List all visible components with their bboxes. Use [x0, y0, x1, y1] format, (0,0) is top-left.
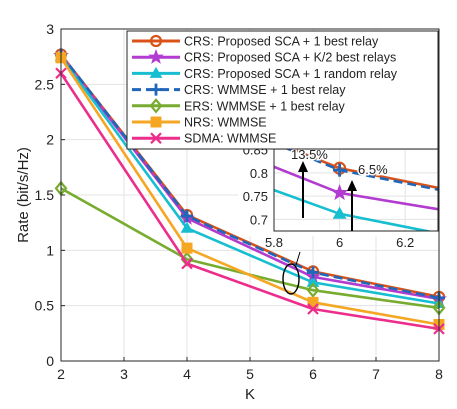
legend-marker	[150, 116, 162, 128]
main-tick-labels: 2 3 4 5 6 7 8 0 0.5 1 1.5 2 2.5 3	[35, 21, 444, 382]
legend-entry-4: ERS: WMMSE + 1 best relay	[132, 98, 346, 114]
legend-label: CRS: Proposed SCA + K/2 best relays	[184, 51, 396, 65]
zoom-connector	[295, 251, 301, 266]
legend-entry-3: CRS: WMMSE + 1 best relay	[132, 83, 346, 97]
x-tick-label: 2	[57, 366, 65, 382]
series-5-point	[307, 296, 319, 308]
legend-label: ERS: WMMSE + 1 best relay	[184, 99, 346, 113]
series-3-point	[181, 210, 193, 223]
series-2-line	[59, 55, 440, 305]
inset-background	[238, 140, 438, 236]
y-tick-label: 2	[46, 132, 54, 148]
legend-marker	[149, 98, 163, 114]
legend-label: CRS: Proposed SCA + 1 random relay	[184, 67, 398, 81]
y-tick-label: 2.5	[35, 76, 55, 92]
legend-label: NRS: WMMSE	[184, 116, 267, 130]
series-2-point	[306, 275, 320, 287]
series-2-point	[180, 221, 194, 233]
inset-x-tick-label: 5.8	[265, 235, 283, 250]
x-tick-label: 6	[309, 366, 317, 382]
inset-series-3-group	[275, 145, 438, 191]
legend-marker	[150, 83, 162, 96]
series-5-point	[181, 242, 193, 254]
inset-annotations: 13.5% 6.5%	[290, 146, 390, 231]
inset-series-group	[274, 145, 438, 231]
series-4-point	[306, 282, 320, 298]
series-6-line	[59, 72, 440, 331]
legend-entry-6: SDMA: WMMSE	[132, 132, 276, 146]
legend-entry-2: CRS: Proposed SCA + 1 random relay	[132, 67, 398, 81]
legend-label: SDMA: WMMSE	[184, 132, 276, 146]
series-6-point	[181, 257, 193, 270]
inset-x-tick-label: 6	[336, 235, 343, 250]
annotation-arrowhead-2	[347, 180, 357, 191]
legend-marker	[150, 132, 162, 144]
y-tick-label: 1.5	[35, 187, 55, 203]
x-tick-label: 4	[183, 366, 191, 382]
inset-series-1-point	[331, 183, 349, 201]
x-tick-label: 3	[120, 366, 128, 382]
inset-y-tick-label: 0.75	[243, 189, 268, 204]
legend-label: CRS: Proposed SCA + 1 best relay	[184, 35, 379, 49]
annotation-arrowhead-1	[298, 161, 308, 172]
series-6-point	[307, 303, 319, 315]
legend-label: CRS: WMMSE + 1 best relay	[184, 83, 346, 97]
inset-x-tick-label: 6.2	[396, 235, 414, 250]
legend-marker	[149, 34, 163, 48]
main-series-group	[53, 47, 447, 335]
legend-entry-1: CRS: Proposed SCA + K/2 best relays	[132, 48, 396, 65]
inset-y-tick-label: 0.8	[250, 166, 268, 181]
zoom-ellipse	[282, 263, 300, 295]
series-5-line	[59, 57, 440, 326]
inset-tick-labels: 5.8 6 6.20.70.750.80.85	[243, 143, 415, 250]
annotation-label-2: 6.5%	[358, 162, 388, 177]
y-tick-label: 1	[46, 242, 54, 258]
legend: CRS: Proposed SCA + 1 best relay CRS: Pro…	[132, 35, 398, 146]
y-tick-label: 0.5	[35, 298, 55, 314]
inset-series-2-point	[332, 206, 347, 219]
annotation-label-1: 13.5%	[291, 147, 328, 162]
legend-entry-0: CRS: Proposed SCA + 1 best relay	[132, 35, 379, 49]
y-tick-label: 3	[46, 21, 54, 37]
x-tick-label: 8	[435, 366, 443, 382]
inset-y-tick-label: 0.7	[250, 212, 268, 227]
x-axis-label: K	[245, 386, 255, 403]
y-tick-label: 0	[46, 353, 54, 369]
series-3-line	[59, 53, 440, 300]
legend-entry-5: NRS: WMMSE	[132, 116, 267, 130]
inset-series-1-group	[274, 165, 438, 211]
inset-series-2-group	[274, 188, 434, 231]
x-tick-label: 7	[372, 366, 380, 382]
legend-marker	[148, 48, 164, 64]
x-tick-label: 5	[246, 366, 254, 382]
inset-series-3-point	[333, 163, 347, 177]
series-3-point	[307, 266, 319, 279]
legend-marker	[149, 66, 163, 78]
y-axis-label: Rate (bit/s/Hz)	[15, 147, 32, 243]
